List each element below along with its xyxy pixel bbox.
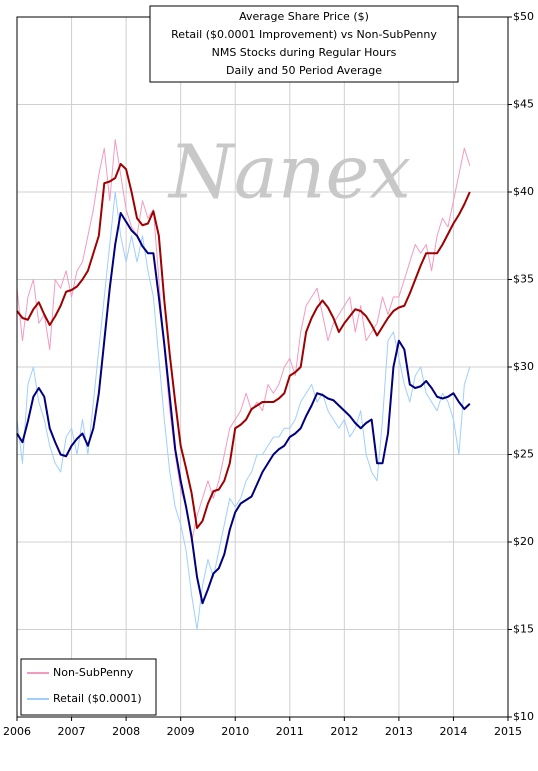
series-line bbox=[16, 191, 471, 630]
chart-title: Average Share Price ($) bbox=[239, 10, 369, 23]
axes: $10 $15 $20 $25 $30 $35 $40 $45 $50 2006 2007 2008 2… bbox=[3, 10, 534, 738]
series-line bbox=[16, 212, 471, 605]
legend-label: Retail ($0.0001) bbox=[53, 692, 142, 705]
x-tick-label: 2014 bbox=[439, 725, 467, 738]
x-tick-label: 2012 bbox=[330, 725, 358, 738]
legend-box bbox=[20, 658, 157, 716]
title-box bbox=[149, 5, 459, 83]
watermark: Nanex bbox=[167, 129, 411, 215]
x-tick-label: 2015 bbox=[494, 725, 522, 738]
legend-label: Non-SubPenny bbox=[53, 666, 134, 679]
x-tick-label: 2011 bbox=[276, 725, 304, 738]
series-line bbox=[16, 163, 471, 529]
y-tick-label: $15 bbox=[513, 623, 534, 636]
x-tick-label: 2008 bbox=[112, 725, 140, 738]
y-tick-label: $35 bbox=[513, 273, 534, 286]
y-tick-label: $50 bbox=[513, 10, 534, 23]
plot-lines bbox=[16, 139, 471, 630]
x-tick-label: 2006 bbox=[3, 725, 31, 738]
y-tick-label: $30 bbox=[513, 360, 534, 373]
x-tick-label: 2010 bbox=[221, 725, 249, 738]
chart-title: NMS Stocks during Regular Hours bbox=[212, 46, 397, 59]
x-tick-label: 2007 bbox=[58, 725, 86, 738]
title: Average Share Price ($) Retail ($0.0001 I… bbox=[171, 10, 437, 77]
y-tick-label: $45 bbox=[513, 98, 534, 111]
y-tick-label: $40 bbox=[513, 185, 534, 198]
x-tick-label: 2013 bbox=[385, 725, 413, 738]
y-tick-label: $20 bbox=[513, 535, 534, 548]
legend: Non-SubPenny Retail ($0.0001) bbox=[20, 658, 157, 716]
y-tick-label: $10 bbox=[513, 710, 534, 723]
chart-title: Retail ($0.0001 Improvement) vs Non-SubP… bbox=[171, 28, 437, 41]
chart-title: Daily and 50 Period Average bbox=[226, 64, 382, 77]
x-tick-label: 2009 bbox=[167, 725, 195, 738]
y-tick-label: $25 bbox=[513, 448, 534, 461]
series-line bbox=[16, 139, 471, 543]
